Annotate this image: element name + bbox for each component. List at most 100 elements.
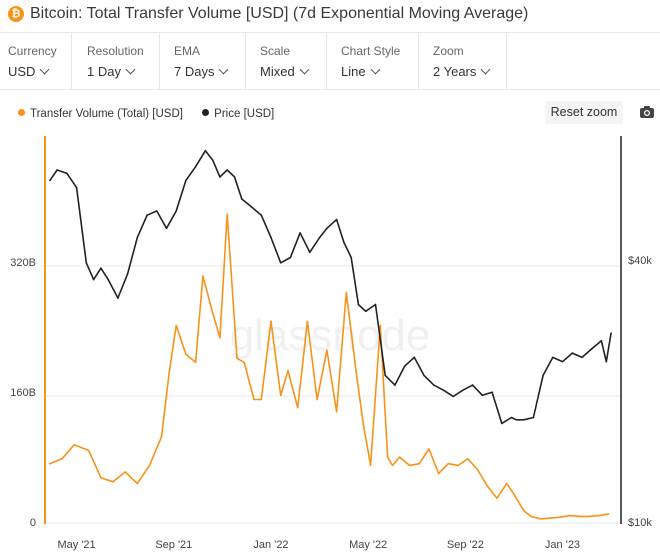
volume-point (136, 482, 139, 485)
volume-point (476, 468, 479, 471)
volume-point (398, 456, 401, 458)
volume-point (296, 406, 299, 409)
volume-point (588, 515, 591, 518)
chevron-down-icon (480, 64, 491, 75)
volume-point (306, 320, 309, 323)
volume-point (355, 369, 357, 372)
zoom-value: 2 Years (433, 64, 477, 79)
volume-point (569, 514, 571, 517)
price-point (600, 340, 603, 342)
volume-point (522, 509, 525, 512)
volume-point (505, 482, 508, 485)
price-point (126, 273, 129, 275)
price-point (185, 179, 187, 182)
price-point (299, 232, 301, 234)
volume-point (379, 324, 382, 327)
y-left-tick-label: 160B (10, 387, 36, 399)
y-right-tick-label: $40k (628, 255, 652, 267)
price-point (364, 310, 367, 313)
zoom-dropdown[interactable]: Zoom 2 Years (419, 33, 507, 89)
scale-dropdown[interactable]: Scale Mixed (246, 33, 327, 89)
volume-point (260, 398, 263, 401)
resolution-value: 1 Day (87, 64, 121, 79)
price-point (49, 179, 51, 182)
chevron-down-icon (40, 64, 50, 75)
volume-point (61, 458, 63, 460)
price-point (491, 391, 493, 394)
price-point (394, 384, 396, 386)
camera-icon[interactable] (639, 104, 655, 120)
x-tick-label: May '21 (58, 539, 96, 551)
price-point (270, 236, 272, 239)
volume-point (219, 336, 221, 339)
scale-value: Mixed (260, 64, 295, 79)
price-point (66, 172, 68, 175)
volume-point (457, 464, 459, 467)
volume-point (486, 485, 489, 487)
legend-volume-label: Transfer Volume (Total) [USD] (30, 108, 183, 120)
price-point (343, 241, 345, 244)
bitcoin-icon: ₿ (8, 6, 24, 22)
volume-point (530, 515, 532, 518)
volume-point (185, 353, 187, 355)
price-point (241, 198, 243, 200)
price-point (136, 236, 139, 239)
price-point (433, 384, 435, 386)
volume-point (168, 374, 170, 376)
price-point (510, 416, 513, 419)
x-tick-label: Sep '22 (447, 539, 484, 551)
chevron-down-icon (219, 64, 229, 75)
x-axis: May '21 Sep '21 Jan '22 May '22 Sep '22 Jan '… (58, 539, 581, 551)
volume-point (539, 518, 542, 520)
price-point (156, 210, 158, 212)
volume-point (447, 462, 450, 465)
chart: glassnode 0 160B 320B $10k $40k May '21 Sep … (10, 136, 652, 551)
price-point (56, 169, 58, 171)
price-point (250, 206, 253, 208)
y-axis-right: $10k $40k (628, 255, 652, 529)
volume-point (112, 481, 114, 483)
price-point (561, 360, 564, 363)
volume-point (73, 444, 75, 446)
price-point (413, 356, 416, 359)
legend-volume[interactable]: Transfer Volume (Total) [USD] (18, 108, 183, 120)
price-point (384, 374, 387, 377)
legend: Transfer Volume (Total) [USD] Price [USD… (18, 108, 290, 120)
chevron-down-icon (370, 64, 381, 75)
currency-dropdown[interactable]: Currency USD (0, 33, 72, 89)
volume-point (253, 398, 255, 401)
price-point (279, 262, 282, 264)
price-point (309, 251, 311, 254)
volume-point (100, 476, 102, 479)
volume-point (418, 462, 421, 465)
volume-point (598, 514, 600, 517)
chart-style-dropdown[interactable]: Chart Style Line (327, 33, 419, 89)
resolution-dropdown[interactable]: Resolution 1 Day (72, 33, 160, 89)
price-point (552, 356, 554, 359)
price-line (49, 149, 612, 425)
price-points (49, 149, 612, 425)
ema-dropdown[interactable]: EMA 7 Days (160, 33, 246, 89)
volume-point (160, 435, 163, 438)
price-point (442, 389, 445, 392)
price-point (75, 186, 78, 189)
price-point (117, 297, 119, 299)
page-title: Bitcoin: Total Transfer Volume [USD] (7d… (30, 5, 529, 22)
currency-value: USD (8, 64, 36, 79)
volume-point (148, 464, 151, 467)
reset-zoom-button[interactable]: Reset zoom (545, 101, 623, 124)
volume-point (175, 324, 177, 327)
volume-point (316, 398, 318, 401)
volume-legend-dot (18, 109, 25, 116)
price-point (318, 236, 321, 239)
price-point (581, 356, 583, 359)
legend-price-label: Price [USD] (214, 108, 275, 120)
volume-point (226, 213, 228, 215)
volume-point (408, 464, 411, 467)
x-tick-label: Jan '22 (253, 539, 288, 551)
price-point (571, 352, 574, 354)
volume-point (270, 320, 272, 323)
legend-price[interactable]: Price [USD] (202, 108, 274, 120)
volume-point (391, 464, 394, 467)
price-point (85, 262, 88, 264)
